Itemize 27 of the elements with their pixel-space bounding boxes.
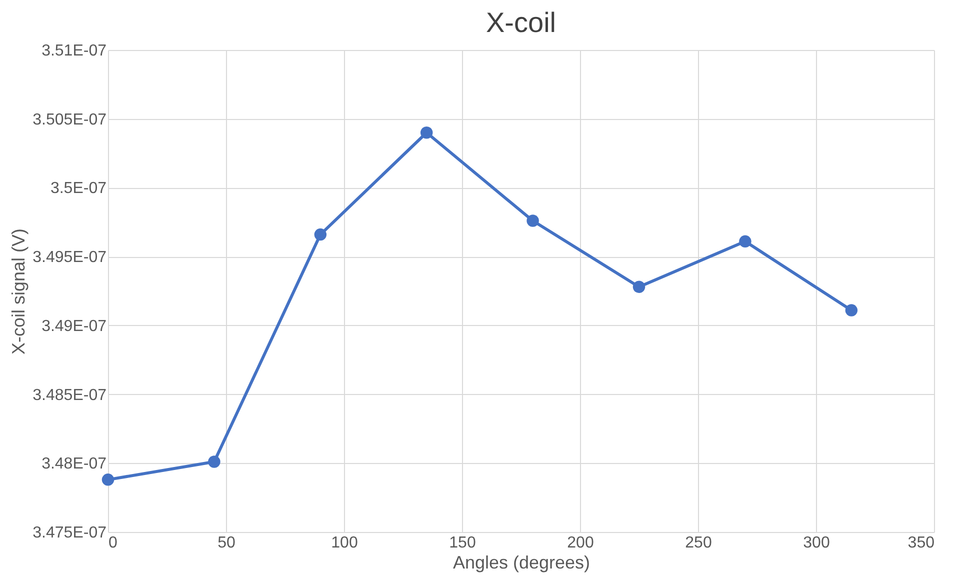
- x-tick-label: 200: [567, 534, 594, 552]
- point: [526, 214, 539, 227]
- x-tick-label: 300: [803, 534, 830, 552]
- point: [632, 280, 646, 293]
- x-tick-label: 250: [685, 534, 712, 552]
- y-tick-label: 3.5E-07: [50, 180, 107, 198]
- x-tick-label: 150: [449, 534, 476, 552]
- y-tick-label: 3.49E-07: [42, 318, 107, 335]
- point: [739, 235, 752, 248]
- y-tick-label: 3.485E-07: [32, 386, 107, 404]
- point: [102, 474, 114, 486]
- x-tick-label: 100: [331, 534, 358, 552]
- y-tick-label: 3.48E-07: [42, 456, 107, 473]
- x-tick-label: 0: [108, 534, 118, 552]
- point: [845, 304, 858, 316]
- y-tick-label: 3.475E-07: [32, 524, 107, 542]
- y-axis-title: X-coil signal (V): [8, 228, 29, 355]
- point: [208, 456, 220, 468]
- point: [420, 126, 433, 139]
- x-tick-label: 50: [218, 534, 236, 552]
- point: [314, 228, 327, 241]
- y-tick-label: 3.505E-07: [32, 111, 107, 128]
- y-tick-label: 3.495E-07: [32, 249, 107, 266]
- x-axis-title: Angles (degrees): [452, 552, 590, 572]
- chart-title: X-coil: [486, 7, 556, 38]
- y-tick-label: 3.51E-07: [42, 42, 107, 60]
- x-tick-label: 350: [908, 534, 935, 552]
